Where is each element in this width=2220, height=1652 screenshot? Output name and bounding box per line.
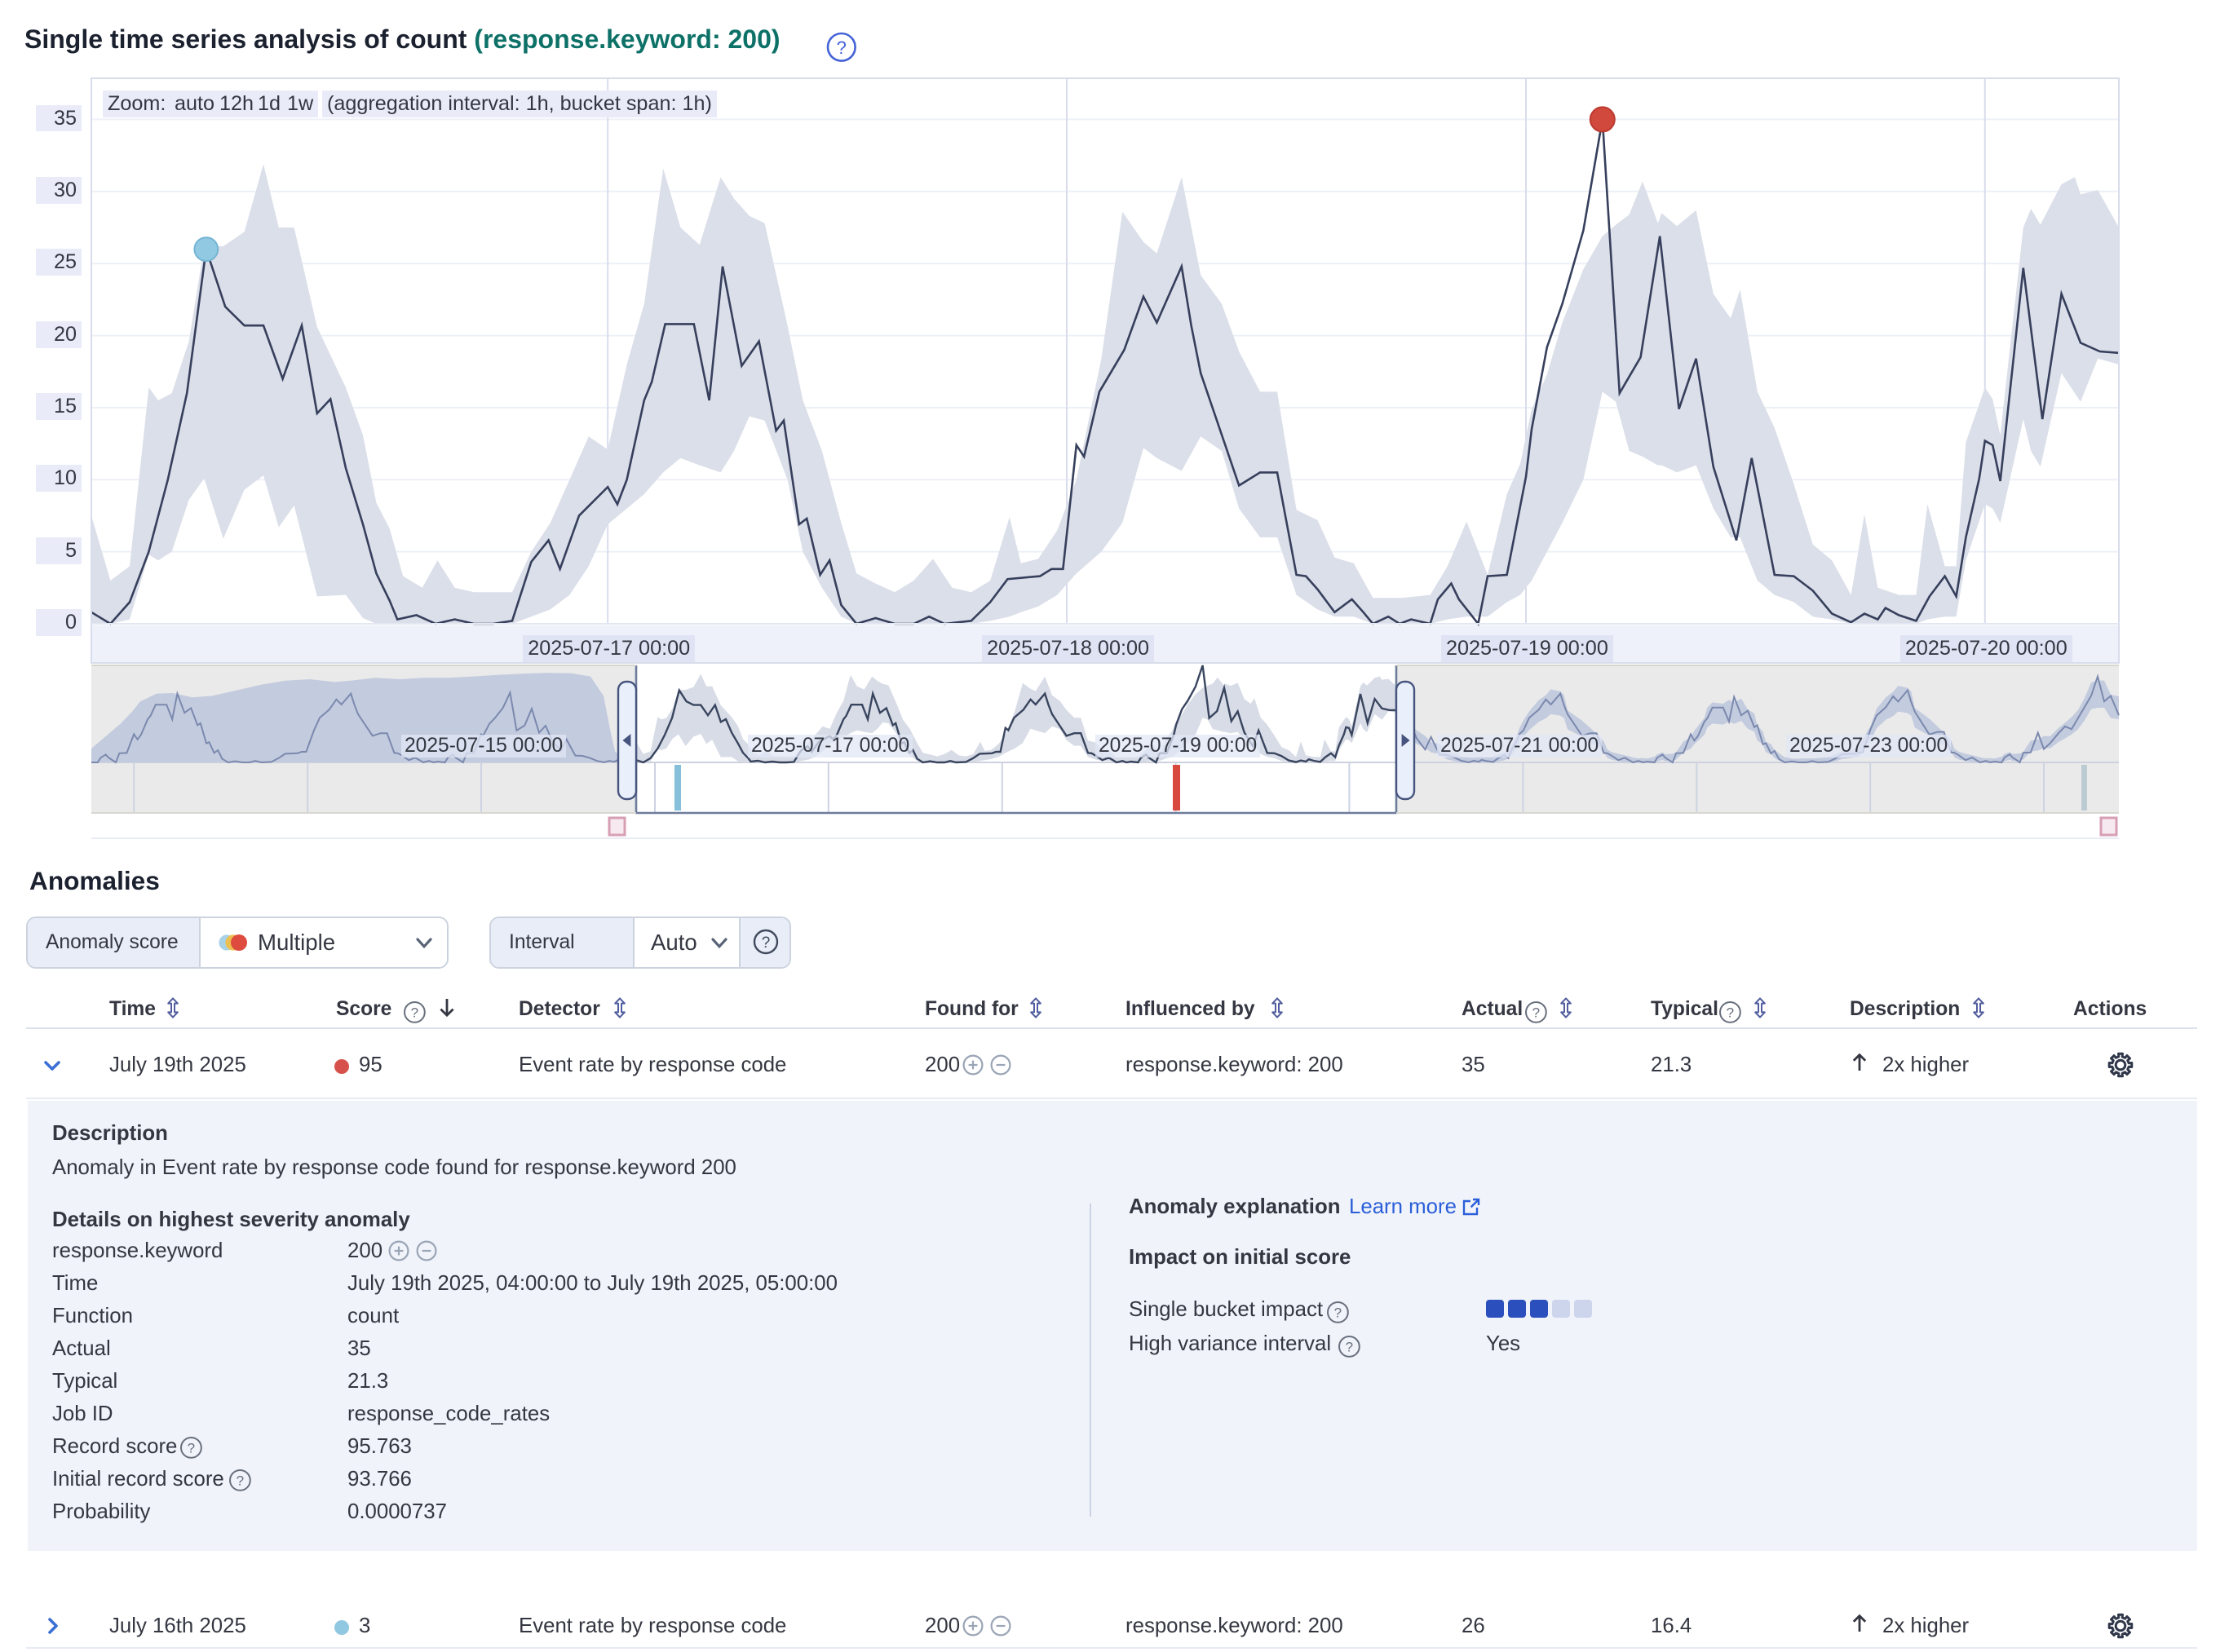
svg-text:?: ? (1727, 1005, 1734, 1021)
svg-text:?: ? (762, 934, 771, 952)
svg-text:?: ? (837, 38, 847, 58)
svg-text:?: ? (411, 1005, 418, 1021)
svg-text:?: ? (1346, 1340, 1353, 1355)
svg-text:?: ? (188, 1441, 195, 1456)
svg-text:?: ? (1532, 1005, 1540, 1021)
svg-text:?: ? (1334, 1305, 1342, 1321)
svg-text:?: ? (237, 1473, 244, 1489)
